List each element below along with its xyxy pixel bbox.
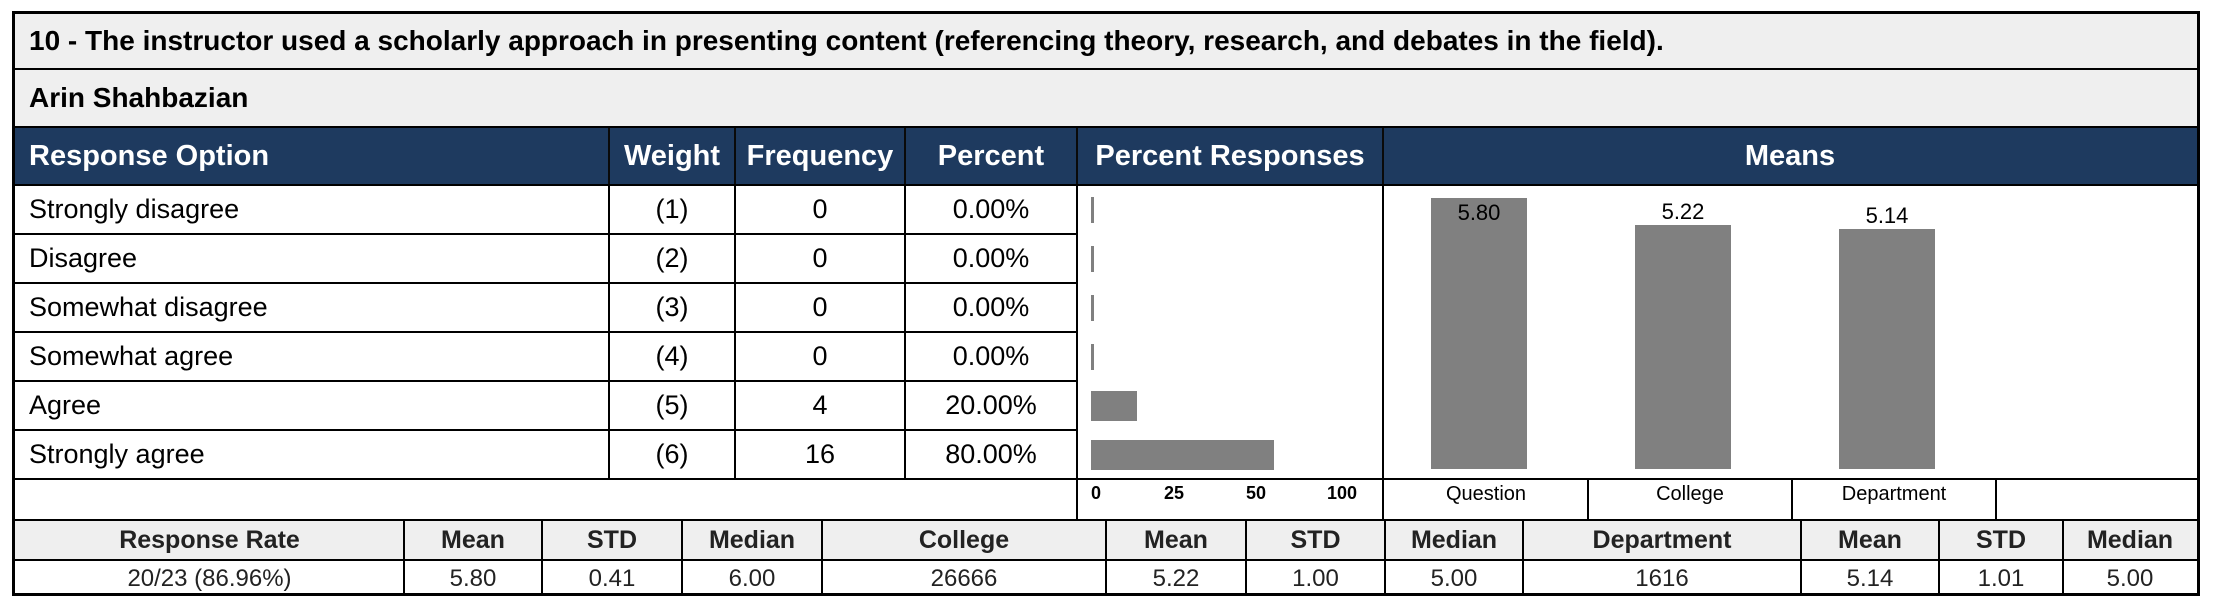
summary-value-department: 1616 bbox=[1635, 564, 1689, 592]
row-weight: (5) bbox=[655, 390, 689, 420]
header-means: Means bbox=[1383, 128, 2197, 184]
summary-value-median: 6.00 bbox=[728, 564, 776, 592]
row-option: Disagree bbox=[29, 243, 138, 273]
summary-value-college-std: 1.00 bbox=[1292, 564, 1339, 592]
instructor-name: Arin Shahbazian bbox=[15, 70, 2197, 128]
summary-header-response-rate: Response Rate bbox=[15, 521, 404, 559]
row-percent: 0.00% bbox=[952, 194, 1030, 224]
row-weight: (6) bbox=[655, 439, 689, 469]
row-percent: 0.00% bbox=[952, 341, 1030, 371]
summary-header-department: Department bbox=[1523, 521, 1801, 559]
percent-axis-tick: 0 bbox=[1091, 483, 1102, 503]
summary-header-department-median: Median bbox=[2063, 521, 2197, 559]
summary-header-median: Median bbox=[682, 521, 822, 559]
percent-response-bar bbox=[1091, 294, 1094, 321]
summary-header-department-mean: Mean bbox=[1801, 521, 1939, 559]
summary-value-department-std: 1.01 bbox=[1977, 564, 2025, 592]
means-value-label: 5.14 bbox=[1865, 203, 1909, 229]
row-frequency: 0 bbox=[812, 243, 828, 273]
summary-header-department-std: STD bbox=[1939, 521, 2063, 559]
summary-value-college-mean: 5.22 bbox=[1152, 564, 1200, 592]
summary-value-college: 26666 bbox=[930, 564, 998, 592]
summary-header-college-mean: Mean bbox=[1106, 521, 1246, 559]
summary-value-department-mean: 5.14 bbox=[1846, 564, 1894, 592]
row-percent: 0.00% bbox=[952, 243, 1030, 273]
question-report-table: 10 - The instructor used a scholarly app… bbox=[12, 11, 2200, 596]
percent-axis-tick: 25 bbox=[1164, 483, 1185, 503]
header-response-option: Response Option bbox=[15, 128, 609, 184]
row-percent: 0.00% bbox=[952, 292, 1030, 322]
percent-response-bar bbox=[1091, 245, 1094, 272]
row-percent: 20.00% bbox=[945, 390, 1037, 420]
means-value-label: 5.22 bbox=[1661, 199, 1705, 225]
row-frequency: 0 bbox=[812, 292, 828, 322]
means-bar-college bbox=[1635, 225, 1731, 469]
summary-value-college-median: 5.00 bbox=[1430, 564, 1478, 592]
means-bar-question bbox=[1431, 198, 1527, 469]
summary-value-department-median: 5.00 bbox=[2106, 564, 2154, 592]
means-category-label: Department bbox=[1841, 483, 1947, 505]
row-frequency: 16 bbox=[804, 439, 836, 469]
header-percent-responses: Percent Responses bbox=[1077, 128, 1383, 184]
header-percent: Percent bbox=[905, 128, 1077, 184]
row-weight: (1) bbox=[655, 194, 689, 224]
means-value-label: 5.80 bbox=[1457, 200, 1501, 226]
row-option: Somewhat agree bbox=[29, 341, 234, 371]
summary-value-mean: 5.80 bbox=[449, 564, 497, 592]
row-weight: (3) bbox=[655, 292, 689, 322]
percent-response-bar bbox=[1091, 390, 1137, 421]
percent-response-bar bbox=[1091, 196, 1094, 223]
percent-axis-tick: 50 bbox=[1246, 483, 1267, 503]
summary-header-college: College bbox=[822, 521, 1106, 559]
header-frequency: Frequency bbox=[735, 128, 905, 184]
row-option: Strongly disagree bbox=[29, 194, 240, 224]
percent-response-bar bbox=[1091, 343, 1094, 370]
summary-header-college-median: Median bbox=[1385, 521, 1523, 559]
row-percent: 80.00% bbox=[945, 439, 1037, 469]
row-option: Agree bbox=[29, 390, 102, 420]
summary-header-college-std: STD bbox=[1246, 521, 1385, 559]
means-category-label: College bbox=[1656, 483, 1724, 505]
row-frequency: 4 bbox=[812, 390, 828, 420]
row-frequency: 0 bbox=[812, 194, 828, 224]
row-weight: (4) bbox=[655, 341, 689, 371]
row-weight: (2) bbox=[655, 243, 689, 273]
row-option: Somewhat disagree bbox=[29, 292, 268, 322]
header-weight: Weight bbox=[609, 128, 735, 184]
percent-response-bar bbox=[1091, 439, 1275, 470]
row-frequency: 0 bbox=[812, 341, 828, 371]
row-option: Strongly agree bbox=[29, 439, 205, 469]
means-bar-department bbox=[1839, 229, 1935, 469]
summary-value-response-rate: 20/23 (86.96%) bbox=[127, 564, 292, 592]
summary-header-mean: Mean bbox=[404, 521, 542, 559]
summary-value-std: 0.41 bbox=[588, 564, 636, 592]
percent-axis-tick: 100 bbox=[1327, 483, 1358, 503]
question-title: 10 - The instructor used a scholarly app… bbox=[15, 14, 2197, 70]
summary-header-std: STD bbox=[542, 521, 682, 559]
means-category-label: Question bbox=[1445, 483, 1527, 505]
